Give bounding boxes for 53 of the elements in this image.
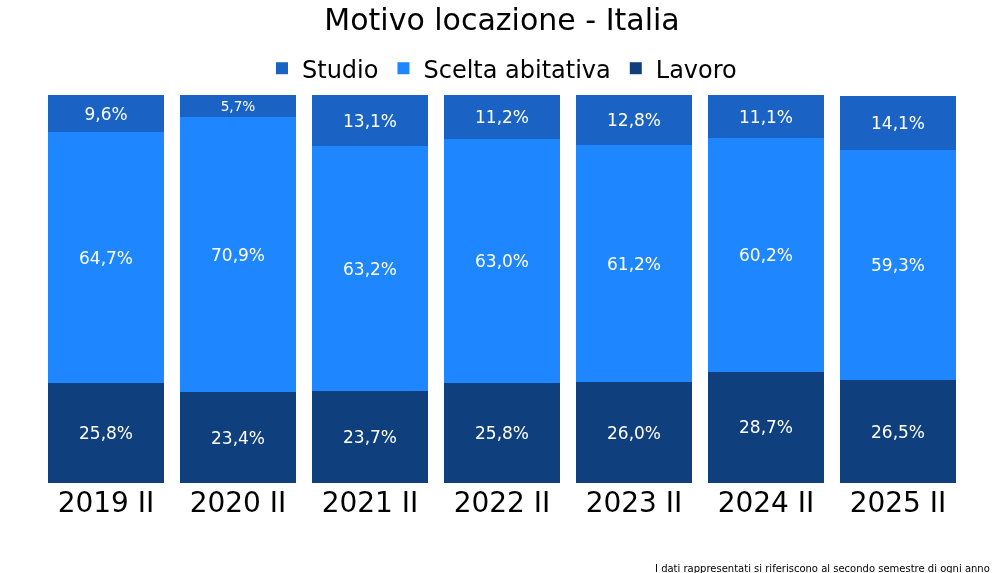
bar xyxy=(443,95,561,139)
x-tick-label: 2022 II xyxy=(453,486,551,519)
data-label: 25,8% xyxy=(78,423,134,443)
bar xyxy=(179,95,297,118)
data-label: 26,0% xyxy=(606,422,662,443)
data-label: 13,1% xyxy=(342,110,398,131)
bar xyxy=(47,383,165,483)
data-label: 70,9% xyxy=(210,244,266,265)
data-label: 59,3% xyxy=(870,255,926,276)
bar xyxy=(839,95,957,151)
bar xyxy=(575,95,693,145)
x-tick-label: 2024 II xyxy=(717,486,815,519)
data-label: 26,5% xyxy=(870,421,926,442)
x-tick-label: 2021 II xyxy=(321,486,419,519)
data-label: 5,7% xyxy=(220,98,256,115)
bar xyxy=(707,138,825,372)
bar xyxy=(311,391,429,483)
bar xyxy=(179,392,297,483)
bar xyxy=(839,150,957,381)
chart-title: Motivo locazione - Italia xyxy=(324,1,680,37)
x-tick-label: 2023 II xyxy=(585,486,683,519)
x-tick-label: 2020 II xyxy=(189,486,287,519)
bar xyxy=(311,95,429,147)
data-label: 64,7% xyxy=(78,247,134,268)
data-label: 23,4% xyxy=(210,427,266,448)
bar xyxy=(311,146,429,392)
data-label: 11,1% xyxy=(738,106,794,127)
data-label: 25,8% xyxy=(474,423,530,443)
data-label: 9,6% xyxy=(84,103,128,124)
legend-label: Scelta abitativa xyxy=(423,55,611,84)
data-label: 60,2% xyxy=(738,245,794,266)
data-label: 12,8% xyxy=(606,110,662,131)
data-label: 61,2% xyxy=(606,253,662,274)
data-label: 28,7% xyxy=(738,417,794,438)
bar xyxy=(47,132,165,383)
bar xyxy=(443,383,561,483)
bar xyxy=(47,95,165,133)
bar xyxy=(575,145,693,383)
data-label: 23,7% xyxy=(342,427,398,448)
bar xyxy=(443,138,561,383)
data-label: 63,2% xyxy=(342,258,398,279)
bar xyxy=(839,380,957,483)
data-label: 63,0% xyxy=(474,250,530,271)
x-tick-label: 2019 II xyxy=(57,486,155,519)
bar xyxy=(575,382,693,483)
bar xyxy=(707,371,825,483)
legend-label: Lavoro xyxy=(655,55,737,84)
x-tick-label: 2025 II xyxy=(849,486,947,519)
legend-label: Studio xyxy=(302,55,379,84)
bar xyxy=(707,95,825,139)
data-label: 14,1% xyxy=(870,113,926,134)
data-label: 11,2% xyxy=(474,107,530,128)
bar xyxy=(179,117,297,393)
